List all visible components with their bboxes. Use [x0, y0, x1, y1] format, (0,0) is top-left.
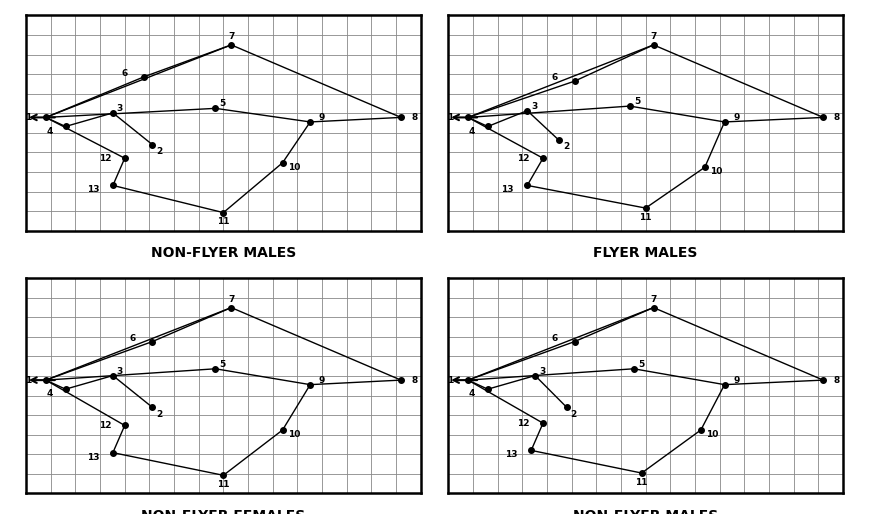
Text: 13: 13 — [505, 450, 518, 460]
Text: 9: 9 — [733, 113, 740, 122]
Text: 8: 8 — [412, 113, 418, 122]
Text: FLYER MALES: FLYER MALES — [594, 246, 698, 260]
Text: 2: 2 — [156, 147, 163, 156]
Text: 2: 2 — [563, 142, 569, 152]
Text: 1: 1 — [448, 113, 454, 122]
Text: 5: 5 — [220, 360, 226, 369]
Text: 6: 6 — [552, 334, 558, 343]
Text: 9: 9 — [733, 376, 740, 384]
Text: NON-FLYER MALES: NON-FLYER MALES — [573, 508, 719, 514]
Text: 1: 1 — [448, 376, 454, 384]
Text: 5: 5 — [634, 97, 640, 106]
Text: 7: 7 — [650, 295, 657, 304]
Text: 4: 4 — [47, 389, 53, 398]
Text: 3: 3 — [116, 104, 123, 113]
Text: 12: 12 — [517, 419, 529, 428]
Text: 6: 6 — [122, 69, 128, 78]
Text: 1: 1 — [25, 376, 31, 384]
Text: 3: 3 — [531, 102, 537, 111]
Text: 11: 11 — [640, 213, 652, 222]
Text: 11: 11 — [217, 480, 229, 489]
Text: NON-FLYER FEMALES: NON-FLYER FEMALES — [142, 508, 306, 514]
Text: 9: 9 — [319, 376, 325, 384]
Text: 8: 8 — [834, 376, 840, 384]
Text: 10: 10 — [706, 430, 719, 439]
Text: 5: 5 — [638, 360, 644, 369]
Text: NON-FLYER MALES: NON-FLYER MALES — [150, 246, 296, 260]
Text: 10: 10 — [289, 163, 301, 172]
Text: 12: 12 — [99, 154, 111, 163]
Text: 10: 10 — [711, 168, 723, 176]
Text: 7: 7 — [228, 295, 235, 304]
Text: 13: 13 — [501, 186, 514, 194]
Text: 8: 8 — [834, 113, 840, 122]
Text: 13: 13 — [87, 453, 99, 462]
Text: 12: 12 — [99, 421, 111, 430]
Text: 1: 1 — [25, 113, 31, 122]
Text: 10: 10 — [289, 430, 301, 439]
Text: 7: 7 — [650, 32, 657, 42]
Text: 5: 5 — [220, 99, 226, 108]
Text: 6: 6 — [552, 74, 558, 82]
Text: 3: 3 — [539, 366, 546, 376]
Text: 11: 11 — [217, 217, 229, 226]
Text: 6: 6 — [129, 334, 136, 343]
Text: 2: 2 — [571, 410, 577, 418]
Text: 4: 4 — [47, 126, 53, 136]
Text: 8: 8 — [412, 376, 418, 384]
Text: 3: 3 — [116, 366, 123, 376]
Text: 2: 2 — [156, 410, 163, 418]
Text: 9: 9 — [319, 113, 325, 122]
Text: 12: 12 — [517, 154, 529, 163]
Text: 4: 4 — [468, 389, 475, 398]
Text: 4: 4 — [468, 126, 475, 136]
Text: 13: 13 — [87, 186, 99, 194]
Text: 7: 7 — [228, 32, 235, 42]
Text: 11: 11 — [635, 478, 648, 487]
